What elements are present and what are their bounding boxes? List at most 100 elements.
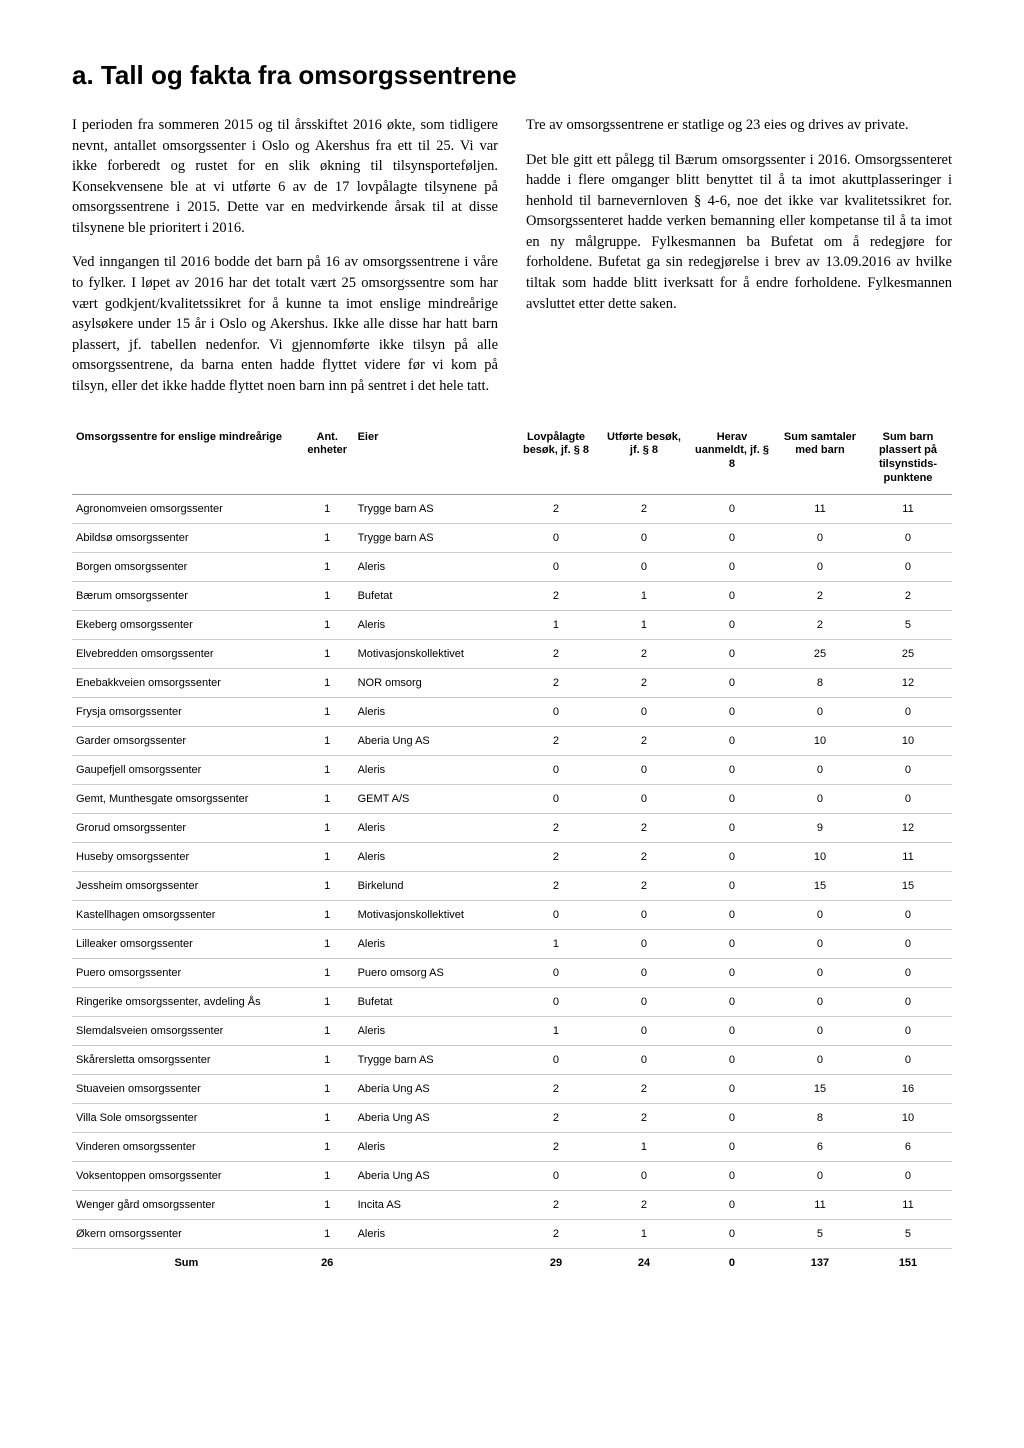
table-cell: 0 bbox=[688, 1074, 776, 1103]
table-cell: 1 bbox=[301, 871, 354, 900]
table-cell: 2 bbox=[600, 813, 688, 842]
col-header: Ant. enheter bbox=[301, 425, 354, 495]
table-cell: 0 bbox=[864, 958, 952, 987]
table-cell: 11 bbox=[864, 842, 952, 871]
table-cell: 0 bbox=[776, 929, 864, 958]
table-cell: 2 bbox=[512, 1132, 600, 1161]
table-cell: 2 bbox=[512, 871, 600, 900]
table-cell: 0 bbox=[776, 552, 864, 581]
table-row: Bærum omsorgssenter1Bufetat21022 bbox=[72, 581, 952, 610]
table-cell: 11 bbox=[776, 494, 864, 523]
table-cell: 0 bbox=[864, 929, 952, 958]
table-cell: Trygge barn AS bbox=[354, 523, 512, 552]
table-cell: 0 bbox=[512, 523, 600, 552]
table-cell: 0 bbox=[776, 1045, 864, 1074]
table-cell: 15 bbox=[776, 1074, 864, 1103]
table-row: Voksentoppen omsorgssenter1Aberia Ung AS… bbox=[72, 1161, 952, 1190]
table-row: Stuaveien omsorgssenter1Aberia Ung AS220… bbox=[72, 1074, 952, 1103]
table-cell: 0 bbox=[864, 784, 952, 813]
table-cell: 0 bbox=[776, 987, 864, 1016]
table-cell: 2 bbox=[600, 639, 688, 668]
table-sum-row: Sum2629240137151 bbox=[72, 1248, 952, 1277]
table-cell: 0 bbox=[864, 552, 952, 581]
table-cell: Gaupefjell omsorgssenter bbox=[72, 755, 301, 784]
table-cell: 2 bbox=[512, 1103, 600, 1132]
table-cell: 29 bbox=[512, 1248, 600, 1277]
table-cell: 0 bbox=[864, 987, 952, 1016]
table-cell: 0 bbox=[688, 581, 776, 610]
table-cell: 1 bbox=[301, 755, 354, 784]
table-cell: 5 bbox=[864, 610, 952, 639]
table-cell: 0 bbox=[512, 958, 600, 987]
table-cell: 0 bbox=[688, 552, 776, 581]
section-heading: a. Tall og fakta fra omsorgssentrene bbox=[72, 60, 952, 91]
table-cell: 0 bbox=[600, 958, 688, 987]
table-cell: 6 bbox=[864, 1132, 952, 1161]
table-cell: Bufetat bbox=[354, 987, 512, 1016]
table-cell: 26 bbox=[301, 1248, 354, 1277]
table-cell: 1 bbox=[301, 639, 354, 668]
table-cell: 2 bbox=[512, 842, 600, 871]
table-cell: 2 bbox=[600, 1103, 688, 1132]
table-cell: 0 bbox=[512, 755, 600, 784]
table-cell: 0 bbox=[688, 523, 776, 552]
table-row: Agronomveien omsorgssenter1Trygge barn A… bbox=[72, 494, 952, 523]
table-cell: 0 bbox=[600, 552, 688, 581]
table-cell: 0 bbox=[600, 987, 688, 1016]
table-cell: 5 bbox=[776, 1219, 864, 1248]
paragraph: I perioden fra sommeren 2015 og til årss… bbox=[72, 115, 498, 238]
table-cell: 1 bbox=[600, 581, 688, 610]
table-cell: 1 bbox=[301, 581, 354, 610]
table-row: Huseby omsorgssenter1Aleris2201011 bbox=[72, 842, 952, 871]
table-cell: Kastellhagen omsorgssenter bbox=[72, 900, 301, 929]
table-cell: 0 bbox=[776, 958, 864, 987]
table-cell: 0 bbox=[864, 523, 952, 552]
table-cell: Ekeberg omsorgssenter bbox=[72, 610, 301, 639]
table-cell: Aleris bbox=[354, 929, 512, 958]
table-cell: 0 bbox=[600, 929, 688, 958]
table-row: Elvebredden omsorgssenter1Motivasjonskol… bbox=[72, 639, 952, 668]
table-cell: 0 bbox=[688, 697, 776, 726]
table-row: Kastellhagen omsorgssenter1Motivasjonsko… bbox=[72, 900, 952, 929]
table-cell: Incita AS bbox=[354, 1190, 512, 1219]
table-cell: 1 bbox=[301, 726, 354, 755]
table-cell: Abildsø omsorgssenter bbox=[72, 523, 301, 552]
col-header: Lovpålagte besøk, jf. § 8 bbox=[512, 425, 600, 495]
table-cell: Stuaveien omsorgssenter bbox=[72, 1074, 301, 1103]
table-cell: 15 bbox=[864, 871, 952, 900]
table-cell: 1 bbox=[301, 494, 354, 523]
table-cell: 0 bbox=[688, 1103, 776, 1132]
table-cell: Borgen omsorgssenter bbox=[72, 552, 301, 581]
table-cell: 0 bbox=[688, 900, 776, 929]
table-cell: 2 bbox=[600, 1190, 688, 1219]
table-row: Abildsø omsorgssenter1Trygge barn AS0000… bbox=[72, 523, 952, 552]
table-cell: 0 bbox=[864, 900, 952, 929]
table-cell: 0 bbox=[688, 1132, 776, 1161]
table-cell: 0 bbox=[600, 900, 688, 929]
table-cell: 1 bbox=[301, 1219, 354, 1248]
table-cell: Motivasjonskollektivet bbox=[354, 900, 512, 929]
table-cell: 24 bbox=[600, 1248, 688, 1277]
table-cell: 1 bbox=[301, 1190, 354, 1219]
table-cell: 2 bbox=[600, 842, 688, 871]
table-cell: 11 bbox=[864, 494, 952, 523]
table-cell: 1 bbox=[301, 1161, 354, 1190]
table-cell: Aberia Ung AS bbox=[354, 726, 512, 755]
table-cell: 0 bbox=[688, 813, 776, 842]
table-cell: Sum bbox=[72, 1248, 301, 1277]
table-cell: 1 bbox=[301, 668, 354, 697]
table-cell: 0 bbox=[512, 784, 600, 813]
table-cell: 0 bbox=[688, 668, 776, 697]
table-cell: Motivasjonskollektivet bbox=[354, 639, 512, 668]
table-cell: 0 bbox=[600, 1045, 688, 1074]
table-cell: 8 bbox=[776, 668, 864, 697]
table-cell: 0 bbox=[864, 1016, 952, 1045]
table-cell: 1 bbox=[301, 523, 354, 552]
table-cell: 2 bbox=[512, 494, 600, 523]
table-cell: 11 bbox=[864, 1190, 952, 1219]
table-cell: 1 bbox=[301, 958, 354, 987]
table-cell: 2 bbox=[600, 1074, 688, 1103]
table-cell: 0 bbox=[512, 1161, 600, 1190]
table-cell: 1 bbox=[301, 900, 354, 929]
table-cell: 15 bbox=[776, 871, 864, 900]
